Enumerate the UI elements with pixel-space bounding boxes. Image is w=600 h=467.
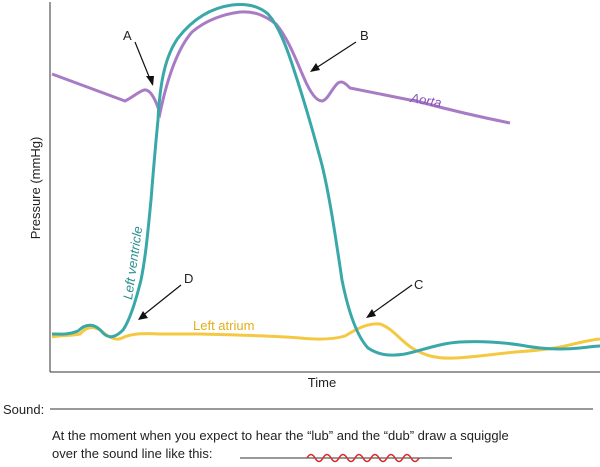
sound-label: Sound: [3, 402, 45, 417]
left-ventricle-label: Left ventricle [120, 225, 145, 300]
marker-d-label: D [184, 271, 193, 286]
marker-c: C [366, 277, 423, 318]
left-ventricle-curve [51, 3, 600, 357]
x-axis-label: Time [308, 375, 336, 390]
marker-c-label: C [414, 277, 423, 292]
instruction-line-2: over the sound line like this: [52, 446, 213, 461]
y-axis-label: Pressure (mmHg) [28, 137, 43, 240]
marker-b-label: B [360, 28, 369, 43]
instruction-line-1: At the moment when you expect to hear th… [52, 428, 509, 443]
left-atrium-label: Left atrium [193, 318, 254, 333]
aorta-label: Aorta [408, 90, 442, 110]
marker-a-label: A [123, 28, 132, 43]
instruction-text: At the moment when you expect to hear th… [52, 427, 509, 463]
marker-d: D [138, 271, 193, 320]
example-squiggle [306, 453, 420, 463]
left-atrium-curve [51, 322, 600, 360]
aorta-curve [51, 10, 511, 125]
marker-a: A [123, 28, 154, 86]
marker-b: B [310, 28, 369, 72]
